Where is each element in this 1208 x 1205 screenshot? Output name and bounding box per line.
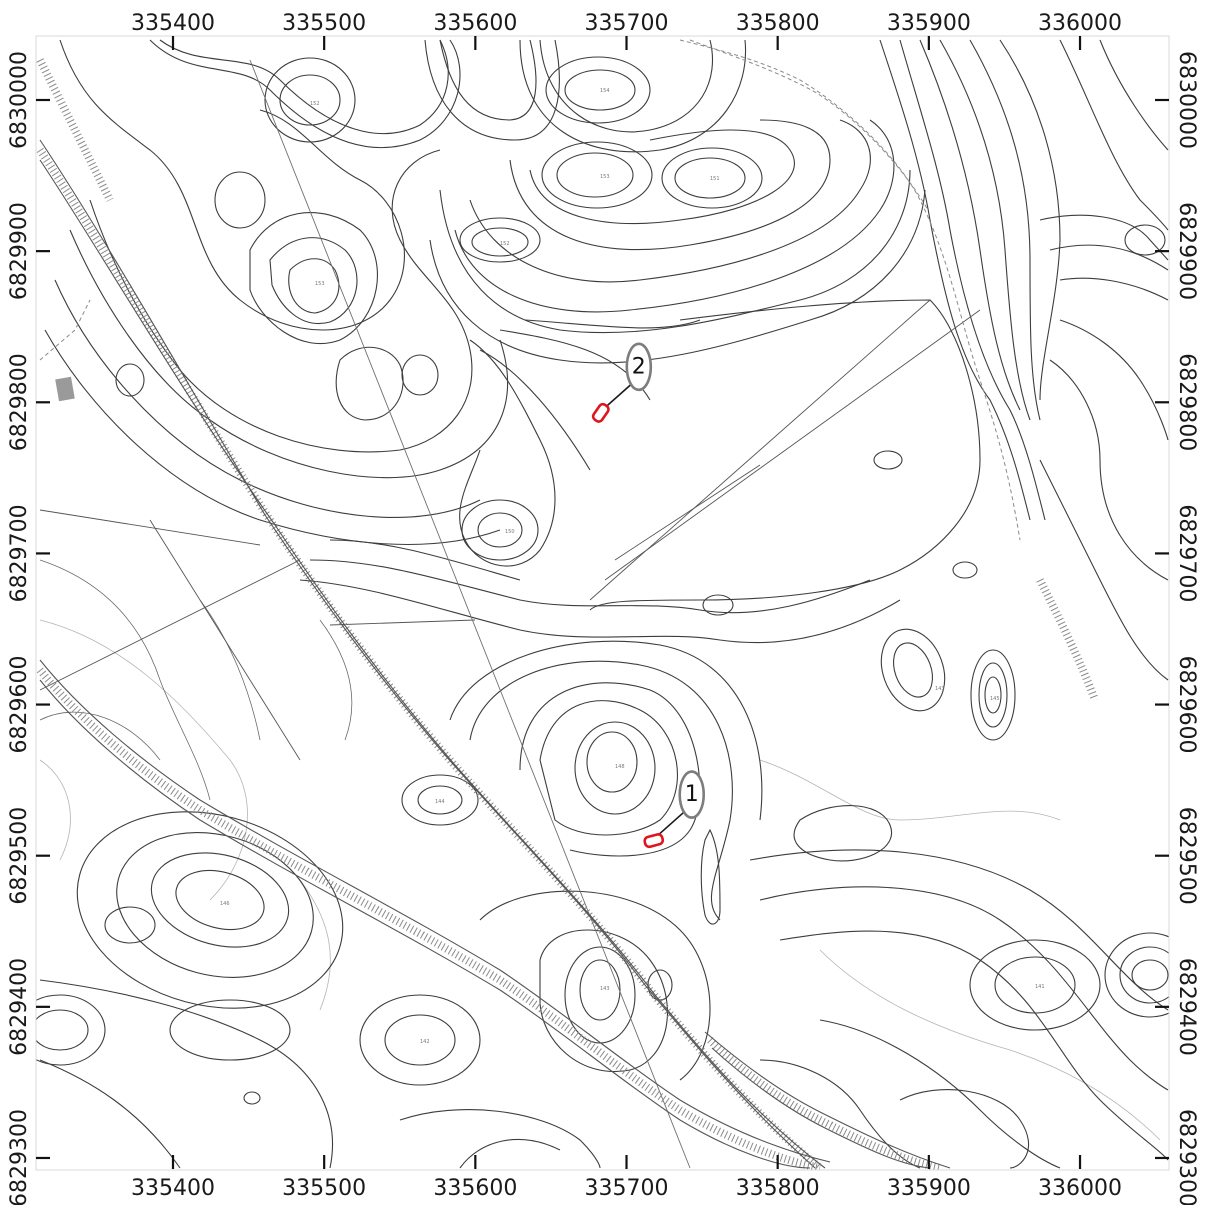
- y-axis-label-left: 6829500: [7, 807, 32, 905]
- x-axis-label-top: 335500: [282, 11, 366, 36]
- svg-text:153: 153: [600, 174, 610, 180]
- y-axis-label-right: 6829800: [1174, 353, 1199, 451]
- svg-text:143: 143: [935, 686, 945, 692]
- y-axis-label-right: 6829400: [1174, 958, 1199, 1056]
- y-axis-label-right: 6829500: [1174, 807, 1199, 905]
- y-axis-label-right: 6830000: [1174, 51, 1199, 149]
- svg-text:143: 143: [600, 986, 610, 992]
- y-axis-label-left: 6829900: [7, 202, 32, 300]
- x-axis-label-bottom: 336000: [1038, 1176, 1122, 1201]
- svg-text:145: 145: [990, 696, 1000, 702]
- svg-text:152: 152: [310, 101, 320, 107]
- x-axis-label-bottom: 335500: [282, 1176, 366, 1201]
- svg-text:144: 144: [435, 799, 445, 805]
- svg-text:150: 150: [505, 529, 515, 535]
- svg-text:141: 141: [1035, 984, 1045, 990]
- x-axis-label-bottom: 335800: [736, 1176, 820, 1201]
- x-axis-label-bottom: 335400: [131, 1176, 215, 1201]
- x-axis-label-top: 336000: [1038, 11, 1122, 36]
- svg-text:142: 142: [420, 1039, 430, 1045]
- y-axis-label-left: 6829800: [7, 353, 32, 451]
- x-axis-label-top: 335400: [131, 11, 215, 36]
- svg-text:146: 146: [220, 901, 230, 907]
- y-axis-label-right: 6829900: [1174, 202, 1199, 300]
- y-axis-label-left: 6829400: [7, 958, 32, 1056]
- map-panel[interactable]: 152 154 153 151 152 153 150 148 144 146 …: [15, 36, 1195, 1170]
- svg-text:152: 152: [500, 241, 510, 247]
- x-axis-label-top: 335900: [887, 11, 971, 36]
- x-axis-label-top: 335700: [585, 11, 669, 36]
- x-axis-label-bottom: 335900: [887, 1176, 971, 1201]
- x-axis-label-top: 335800: [736, 11, 820, 36]
- site-number-label: 1: [685, 782, 699, 807]
- svg-text:148: 148: [615, 764, 625, 770]
- x-axis-label-top: 335600: [433, 11, 517, 36]
- x-axis-label-bottom: 335600: [433, 1176, 517, 1201]
- y-axis-label-right: 6829600: [1174, 656, 1199, 754]
- x-axis-label-bottom: 335700: [585, 1176, 669, 1201]
- y-axis-label-left: 6829700: [7, 504, 32, 602]
- y-axis-label-right: 6829700: [1174, 504, 1199, 602]
- site-number-label: 2: [632, 354, 646, 379]
- y-axis-label-left: 6829600: [7, 656, 32, 754]
- y-axis-label-left: 6830000: [7, 51, 32, 149]
- y-axis-label-right: 6829300: [1174, 1109, 1199, 1205]
- svg-text:153: 153: [315, 281, 325, 287]
- y-axis-label-left: 6829300: [7, 1109, 32, 1205]
- svg-text:154: 154: [600, 88, 610, 94]
- svg-text:151: 151: [710, 176, 720, 182]
